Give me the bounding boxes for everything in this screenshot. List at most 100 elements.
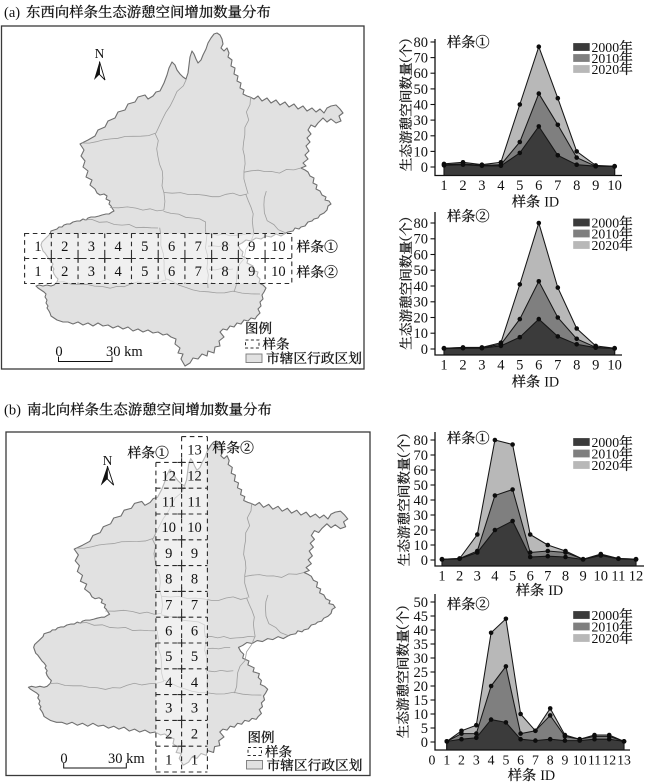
svg-text:8: 8 (547, 753, 554, 768)
svg-text:1: 1 (165, 752, 172, 768)
svg-text:2010: 2010 (592, 446, 620, 461)
svg-text:4: 4 (491, 569, 499, 585)
svg-text:8: 8 (573, 178, 580, 194)
svg-text:7: 7 (195, 264, 202, 280)
svg-text:5: 5 (165, 649, 172, 665)
svg-text:10: 10 (162, 520, 177, 536)
svg-text:8: 8 (573, 358, 580, 374)
svg-text:50: 50 (414, 478, 429, 494)
svg-text:10: 10 (414, 144, 429, 160)
svg-text:9: 9 (561, 753, 568, 768)
svg-text:1: 1 (34, 239, 41, 255)
svg-text:9: 9 (579, 569, 586, 585)
svg-text:40: 40 (414, 493, 429, 509)
svg-text:2000: 2000 (592, 215, 620, 230)
svg-text:2: 2 (61, 264, 68, 280)
svg-text:9: 9 (191, 546, 198, 562)
svg-text:2000: 2000 (592, 608, 620, 623)
svg-text:1: 1 (191, 752, 198, 768)
svg-text:2: 2 (458, 753, 465, 768)
svg-text:7: 7 (544, 569, 551, 585)
svg-text:7: 7 (191, 598, 198, 614)
svg-text:2020: 2020 (592, 62, 620, 77)
svg-text:45: 45 (414, 609, 429, 625)
svg-text:2010: 2010 (592, 226, 620, 241)
svg-text:0: 0 (421, 735, 428, 751)
svg-text:8: 8 (191, 572, 198, 588)
svg-text:70: 70 (414, 448, 429, 464)
svg-text:0: 0 (55, 344, 62, 360)
svg-text:4: 4 (497, 178, 505, 194)
svg-text:9: 9 (248, 264, 255, 280)
svg-text:9: 9 (592, 178, 599, 194)
svg-text:3: 3 (191, 701, 198, 717)
svg-text:10: 10 (573, 753, 587, 768)
svg-text:13: 13 (617, 753, 631, 768)
svg-text:40: 40 (414, 623, 429, 639)
svg-text:9: 9 (165, 546, 172, 562)
svg-text:2: 2 (165, 727, 172, 743)
svg-text:10: 10 (594, 569, 609, 585)
svg-text:2020: 2020 (592, 631, 620, 646)
svg-text:6: 6 (168, 239, 175, 255)
svg-text:8: 8 (165, 572, 172, 588)
svg-text:12: 12 (629, 569, 644, 585)
svg-text:5: 5 (141, 239, 148, 255)
svg-text:1: 1 (34, 264, 41, 280)
svg-text:2000: 2000 (592, 40, 620, 55)
svg-text:3: 3 (478, 358, 485, 374)
svg-text:13: 13 (187, 443, 202, 459)
svg-text:7: 7 (195, 239, 202, 255)
svg-text:2: 2 (456, 569, 463, 585)
svg-text:12: 12 (602, 753, 616, 768)
svg-text:2: 2 (61, 239, 68, 255)
svg-text:N: N (103, 453, 113, 468)
svg-text:0: 0 (421, 553, 428, 569)
svg-text:5: 5 (502, 753, 509, 768)
svg-text:10: 10 (607, 358, 622, 374)
svg-text:6: 6 (191, 623, 198, 639)
svg-text:9: 9 (592, 358, 599, 374)
svg-text:6: 6 (168, 264, 175, 280)
svg-text:35: 35 (414, 637, 429, 653)
svg-text:(a): (a) (4, 5, 20, 21)
svg-text:1: 1 (440, 358, 447, 374)
svg-text:11: 11 (162, 494, 176, 510)
svg-text:10: 10 (607, 178, 622, 194)
svg-text:11: 11 (588, 753, 601, 768)
svg-text:ID: ID (544, 195, 559, 211)
svg-text:8: 8 (221, 239, 228, 255)
svg-text:10: 10 (414, 538, 429, 554)
svg-text:80: 80 (414, 216, 429, 232)
svg-text:30: 30 (414, 508, 429, 524)
svg-text:9: 9 (248, 239, 255, 255)
svg-text:60: 60 (414, 247, 429, 263)
svg-text:12: 12 (162, 469, 177, 485)
svg-text:8: 8 (221, 264, 228, 280)
svg-text:20: 20 (414, 310, 429, 326)
svg-text:ID: ID (540, 768, 555, 782)
svg-text:40: 40 (414, 279, 429, 295)
svg-text:30: 30 (414, 651, 429, 667)
svg-text:20: 20 (414, 129, 429, 145)
svg-text:1: 1 (438, 569, 445, 585)
svg-text:50: 50 (414, 595, 429, 611)
svg-text:4: 4 (165, 675, 173, 691)
svg-text:7: 7 (165, 598, 172, 614)
svg-text:5: 5 (516, 358, 523, 374)
svg-text:30 km: 30 km (106, 344, 143, 360)
svg-text:2: 2 (191, 727, 198, 743)
svg-text:2: 2 (459, 358, 466, 374)
svg-text:7: 7 (554, 178, 561, 194)
svg-text:3: 3 (88, 264, 95, 280)
svg-text:(b): (b) (4, 403, 21, 419)
svg-text:80: 80 (414, 35, 429, 51)
svg-text:3: 3 (473, 753, 480, 768)
svg-text:0: 0 (421, 160, 428, 176)
svg-text:70: 70 (414, 232, 429, 248)
svg-text:4: 4 (114, 239, 122, 255)
svg-text:3: 3 (88, 239, 95, 255)
svg-text:11: 11 (611, 569, 625, 585)
svg-text:3: 3 (474, 569, 481, 585)
svg-text:6: 6 (535, 358, 542, 374)
